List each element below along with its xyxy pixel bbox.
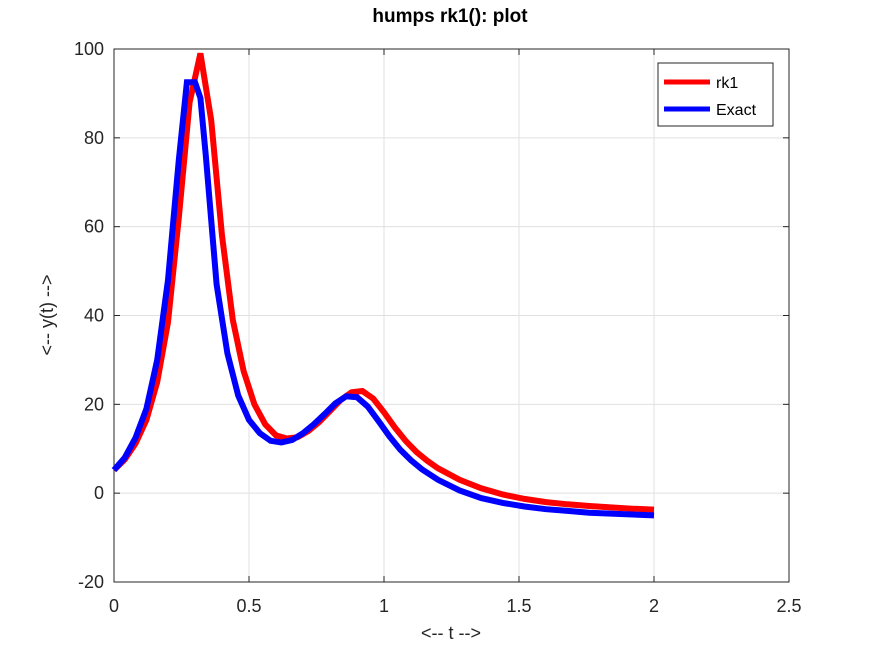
legend-label-rk1: rk1 bbox=[716, 75, 738, 92]
chart-title: humps rk1(): plot bbox=[372, 6, 528, 27]
legend-box bbox=[657, 62, 774, 127]
legend-label-exact: Exact bbox=[716, 102, 757, 119]
y-tick-label: 20 bbox=[84, 394, 104, 414]
y-tick-label: 100 bbox=[74, 39, 104, 59]
y-tick-label: 60 bbox=[84, 217, 104, 237]
x-tick-label: 2 bbox=[649, 596, 659, 616]
x-tick-label: 2.5 bbox=[776, 596, 801, 616]
y-axis-label: <-- y(t) --> bbox=[37, 275, 57, 356]
series-layer bbox=[111, 52, 655, 519]
y-tick-label: -20 bbox=[78, 572, 104, 592]
legend: rk1 Exact bbox=[657, 62, 774, 127]
y-tick-label: 80 bbox=[84, 128, 104, 148]
y-tick-label: 40 bbox=[84, 306, 104, 326]
x-tick-label: 1 bbox=[379, 596, 389, 616]
y-tick-label: 0 bbox=[94, 483, 104, 503]
series-line-exact bbox=[111, 79, 655, 519]
grid-lines bbox=[113, 48, 790, 583]
x-axis-label: <-- t --> bbox=[421, 623, 481, 643]
x-tick-label: 0.5 bbox=[236, 596, 261, 616]
x-tick-label: 1.5 bbox=[506, 596, 531, 616]
x-tick-label: 0 bbox=[109, 596, 119, 616]
